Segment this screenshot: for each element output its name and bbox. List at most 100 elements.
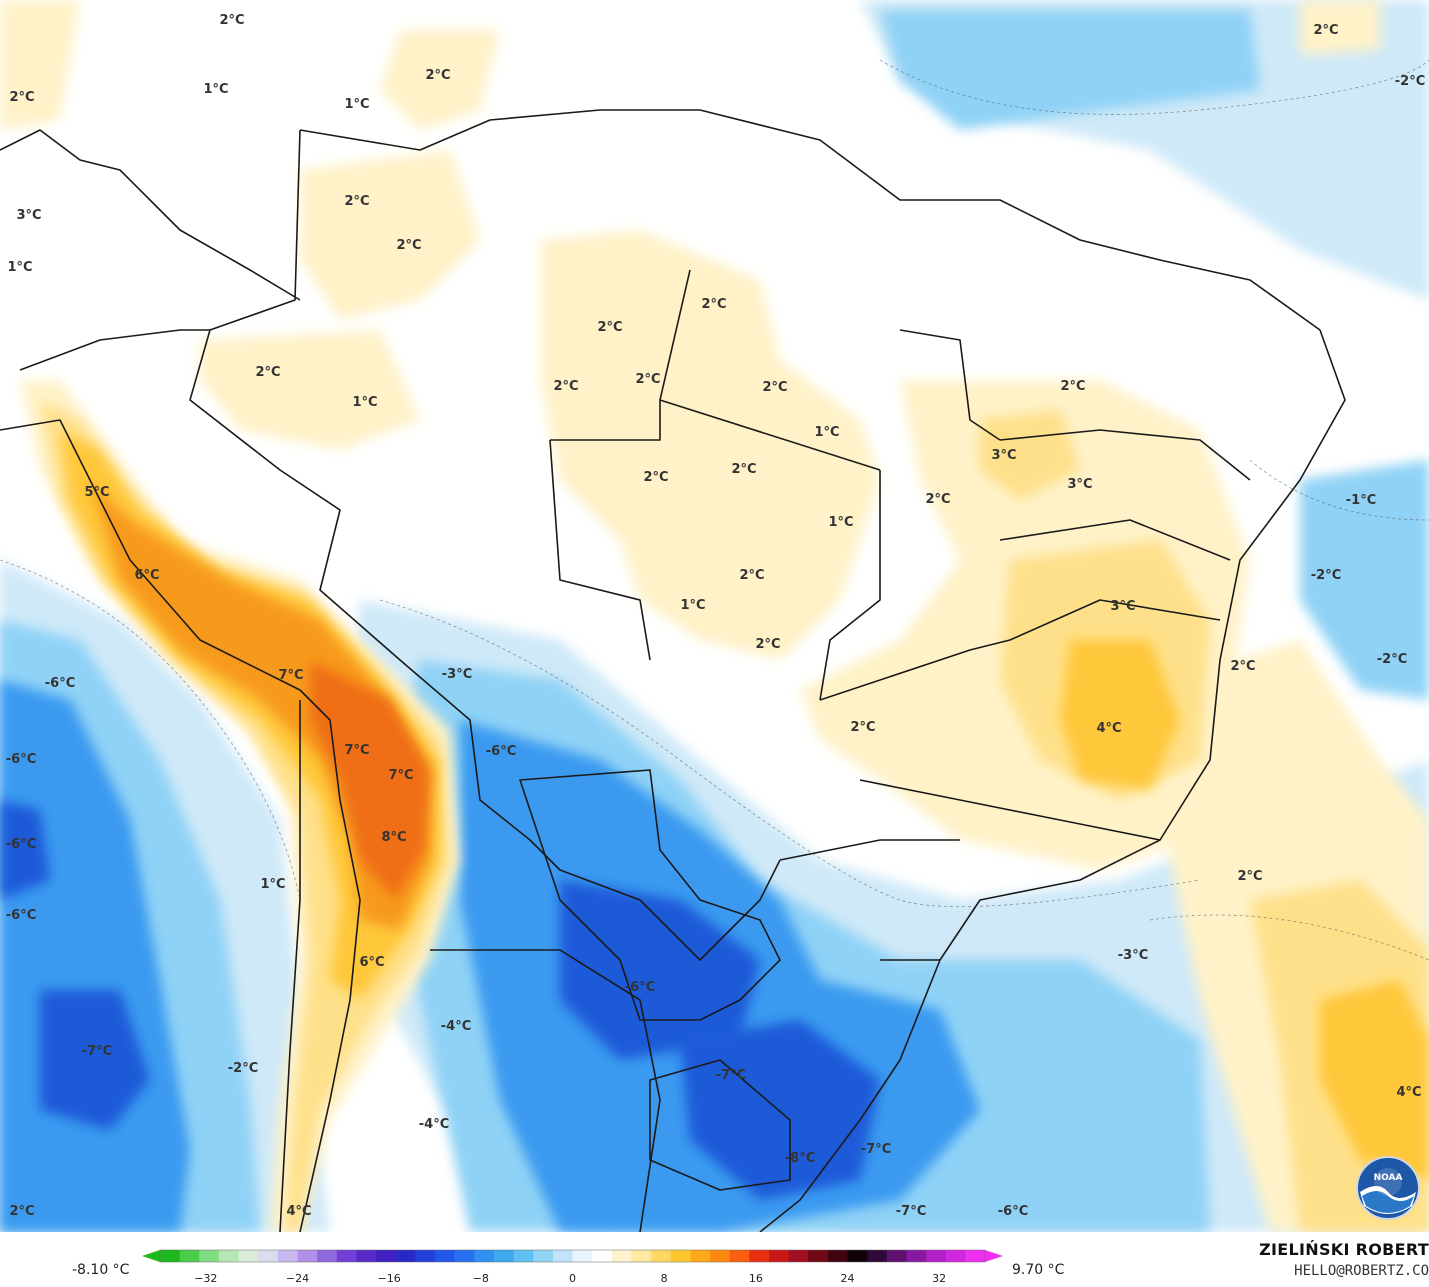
color-scale-tick: 0 (569, 1272, 576, 1285)
contour-line (379, 599, 1201, 908)
color-scale-tick: −32 (194, 1272, 218, 1285)
border-lines (0, 59, 1429, 1232)
isotherm-label: 2°C (1060, 379, 1085, 394)
isotherm-label: -6°C (45, 676, 75, 691)
isotherm-label: 2°C (344, 194, 369, 209)
isotherm-label: -7°C (716, 1068, 746, 1083)
color-segment (218, 1250, 240, 1262)
isotherm-label: 4°C (1096, 721, 1121, 736)
temperature-fill-layer (0, 0, 1429, 1232)
color-segment (710, 1250, 731, 1262)
color-scale (142, 1249, 1003, 1263)
color-scale-tick: 24 (840, 1272, 855, 1285)
isotherm-label: -1°C (1346, 493, 1376, 508)
temp-region (310, 660, 430, 900)
border-line (550, 399, 881, 471)
color-segment (297, 1250, 318, 1262)
isotherm-label: -6°C (486, 744, 516, 759)
temp-region (880, 10, 1260, 130)
isotherm-label: 6°C (359, 955, 384, 970)
isotherm-label: 1°C (680, 598, 705, 613)
isotherm-label: -3°C (1118, 948, 1148, 963)
max-value-label: 9.70 °C (1012, 1262, 1065, 1278)
isotherm-label: 2°C (755, 637, 780, 652)
isotherm-label: 2°C (9, 1204, 34, 1219)
border-line (430, 949, 661, 1232)
isotherm-label: 2°C (635, 372, 660, 387)
map-canvas[interactable]: 2°C 2°C 1°C 2°C 1°C 2°C -2°C 2°C 2°C 3°C 1°C 2°C 2°C… (0, 0, 1429, 1232)
isotherm-label: 2°C (9, 90, 34, 105)
contour-line (1249, 459, 1429, 521)
color-segment (277, 1250, 298, 1262)
color-segment (336, 1250, 357, 1262)
isotherm-label: 2°C (643, 470, 668, 485)
noaa-logo: NOAA (1356, 1156, 1420, 1220)
svg-text:NOAA: NOAA (1374, 1173, 1403, 1183)
border-line (819, 599, 1221, 701)
isotherm-label: -8°C (785, 1151, 815, 1166)
isotherm-label: 2°C (425, 68, 450, 83)
isotherm-label: -6°C (998, 1204, 1028, 1219)
color-segment (867, 1250, 888, 1262)
color-segment (827, 1250, 848, 1262)
isotherm-label: -2°C (1377, 652, 1407, 667)
isotherm-label: -3°C (442, 667, 472, 682)
color-segment (179, 1250, 200, 1262)
temp-region (0, 0, 80, 130)
isotherm-label: 2°C (731, 462, 756, 477)
border-line (779, 839, 960, 861)
author-credit: ZIELIŃSKI ROBERT (1259, 1240, 1429, 1259)
color-segment (749, 1250, 770, 1262)
border-line (189, 129, 781, 961)
color-scale-tick: 8 (660, 1272, 668, 1285)
isotherm-label: -6°C (6, 908, 36, 923)
temperature-anomaly-map[interactable]: 2°C 2°C 1°C 2°C 1°C 2°C -2°C 2°C 2°C 3°C 1°C 2°C 2°C… (0, 0, 1429, 1232)
color-segment (238, 1250, 259, 1262)
color-segment (513, 1250, 534, 1262)
color-segment (651, 1250, 672, 1262)
isotherm-label: 2°C (553, 379, 578, 394)
contour-line (0, 559, 301, 901)
color-segment (926, 1250, 947, 1262)
isotherm-label: 2°C (1237, 869, 1262, 884)
isotherm-label: 2°C (1230, 659, 1255, 674)
temp-region (680, 1020, 880, 1200)
color-segment (454, 1250, 475, 1262)
legend-bar-area (0, 1232, 1429, 1287)
border-line (659, 269, 691, 401)
color-segment (690, 1250, 711, 1262)
isotherm-labels: 2°C 2°C 1°C 2°C 1°C 2°C -2°C 2°C 2°C 3°C 1°C 2°C 2°C… (6, 13, 1425, 1219)
color-scale-segments (160, 1250, 986, 1262)
isotherm-label: 8°C (381, 830, 406, 845)
isotherm-label: -4°C (419, 1117, 449, 1132)
color-segment (160, 1250, 181, 1262)
temp-region (1300, 460, 1429, 700)
isotherm-label: 7°C (388, 768, 413, 783)
isotherm-label: 2°C (396, 238, 421, 253)
border-line (859, 779, 1161, 841)
isotherm-label: 1°C (344, 97, 369, 112)
isotherm-label: 3°C (1067, 477, 1092, 492)
temp-region (980, 410, 1080, 500)
color-segment (808, 1250, 829, 1262)
author-email: HELLO@ROBERTZ.CO (1294, 1263, 1429, 1279)
color-segment (435, 1250, 456, 1262)
isotherm-label: 1°C (203, 82, 228, 97)
temp-region (200, 330, 420, 450)
isotherm-label: 4°C (1396, 1085, 1421, 1100)
temp-region (0, 800, 50, 900)
isotherm-label: 3°C (991, 448, 1016, 463)
temp-region (90, 480, 430, 930)
color-scale-tick: 16 (748, 1272, 763, 1285)
isotherm-label: -2°C (1311, 568, 1341, 583)
color-segment (376, 1250, 397, 1262)
color-segment (847, 1250, 868, 1262)
color-segment (906, 1250, 927, 1262)
border-line (0, 129, 301, 301)
temp-region (380, 30, 500, 130)
color-segment (533, 1250, 554, 1262)
isotherm-label: -6°C (6, 752, 36, 767)
isotherm-label: 7°C (344, 743, 369, 758)
border-line (279, 700, 301, 1232)
color-scale-tick: −8 (472, 1272, 489, 1285)
